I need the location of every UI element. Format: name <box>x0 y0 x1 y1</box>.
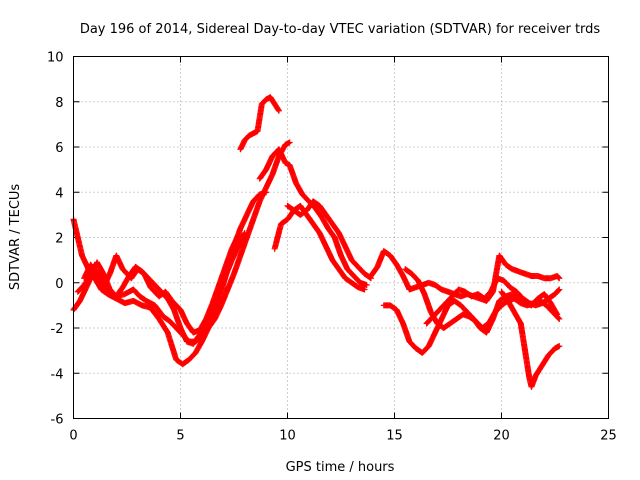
chart-title: Day 196 of 2014, Sidereal Day-to-day VTE… <box>80 22 601 37</box>
data-point <box>555 287 562 294</box>
data-point <box>556 275 563 282</box>
series-arc-9 <box>367 248 563 304</box>
series-arc-2 <box>70 139 293 345</box>
series-arc-4 <box>74 229 248 347</box>
data-point <box>235 232 242 239</box>
y-tick-label: 10 <box>47 51 64 66</box>
x-tick-label: 5 <box>176 429 184 444</box>
series-arc-11 <box>402 266 563 331</box>
data-points <box>70 94 563 390</box>
data-point <box>556 286 563 293</box>
data-point <box>555 315 562 322</box>
series-arc-12 <box>423 275 563 327</box>
data-point <box>555 274 562 281</box>
y-tick-label: -4 <box>51 367 64 382</box>
data-point <box>556 315 563 322</box>
x-tick-label: 0 <box>69 429 77 444</box>
data-point <box>241 229 248 236</box>
data-point <box>286 139 293 146</box>
data-point <box>363 282 370 289</box>
x-tick-label: 20 <box>493 429 510 444</box>
plot-frame <box>73 56 609 419</box>
data-point <box>361 286 368 293</box>
grid <box>73 56 609 419</box>
y-axis-label: SDTVAR / TECUs <box>8 184 23 291</box>
data-point <box>275 106 282 113</box>
y-tick-label: -6 <box>51 413 64 428</box>
series-arc-8 <box>284 198 374 282</box>
x-tick-label: 10 <box>279 429 296 444</box>
series-arc-6 <box>256 146 370 289</box>
x-tick-label: 15 <box>386 429 403 444</box>
y-tick-label: 0 <box>55 277 63 292</box>
y-tick-label: -2 <box>51 322 64 337</box>
y-tick-label: 6 <box>55 141 63 156</box>
x-axis-label: GPS time / hours <box>286 460 395 475</box>
y-tick-label: 8 <box>55 96 63 111</box>
y-tick-label: 2 <box>55 232 63 247</box>
data-point <box>275 107 282 114</box>
data-point <box>556 343 563 350</box>
x-tick-label: 25 <box>600 429 617 444</box>
series-arc-13 <box>498 288 563 390</box>
y-tick-label: 4 <box>55 186 63 201</box>
series-arc-7 <box>271 202 368 293</box>
series-arc-5 <box>237 94 282 153</box>
